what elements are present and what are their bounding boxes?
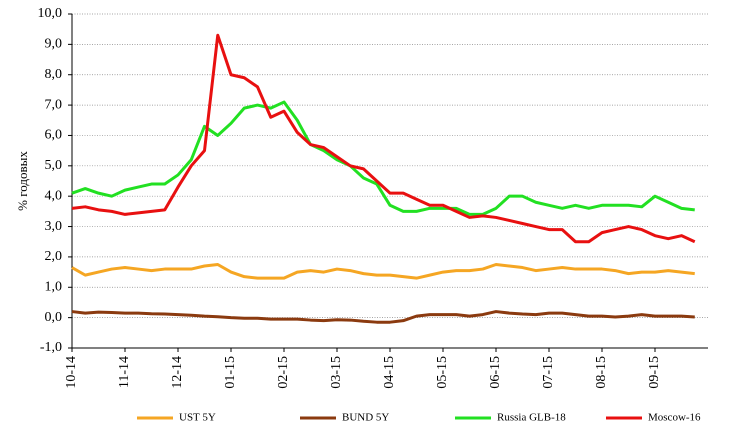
y-tick-label: 2,0 <box>45 249 63 264</box>
series-line <box>71 263 695 280</box>
y-tick-label: 0,0 <box>45 310 63 325</box>
x-tick-label: 11-14 <box>117 356 132 388</box>
x-tick-label: 10-14 <box>64 356 79 389</box>
y-tick-label: 10,0 <box>38 6 63 21</box>
y-tick-label: 4,0 <box>45 188 63 203</box>
y-axis-label: % годовых <box>15 151 30 211</box>
legend-label: Moscow-16 <box>648 412 701 424</box>
legend-label: BUND 5Y <box>342 412 389 424</box>
y-tick-label: 6,0 <box>45 128 63 143</box>
y-tick-label: 9,0 <box>45 37 63 52</box>
y-tick-label: -1,0 <box>40 340 62 355</box>
series-line <box>71 310 695 324</box>
series-line <box>71 33 696 244</box>
y-tick-label: 7,0 <box>45 97 63 112</box>
legend-label: Russia GLB-18 <box>497 412 566 424</box>
x-tick-label: 04-15 <box>382 356 397 389</box>
x-tick-label: 09-15 <box>647 356 662 389</box>
y-tick-label: 5,0 <box>45 158 63 173</box>
x-tick-label: 02-15 <box>276 356 291 389</box>
series-line <box>71 100 695 216</box>
y-tick-label: 3,0 <box>45 219 63 234</box>
x-tick-label: 03-15 <box>329 356 344 389</box>
y-tick-label: 8,0 <box>45 67 63 82</box>
y-tick-label: 1,0 <box>45 279 63 294</box>
x-tick-label: 06-15 <box>488 356 503 389</box>
legend-label: UST 5Y <box>179 412 216 424</box>
x-tick-label: 01-15 <box>223 356 238 389</box>
x-tick-label: 12-14 <box>170 356 185 389</box>
x-tick-label: 05-15 <box>435 356 450 389</box>
x-tick-label: 07-15 <box>541 356 556 389</box>
x-tick-label: 08-15 <box>594 356 609 389</box>
